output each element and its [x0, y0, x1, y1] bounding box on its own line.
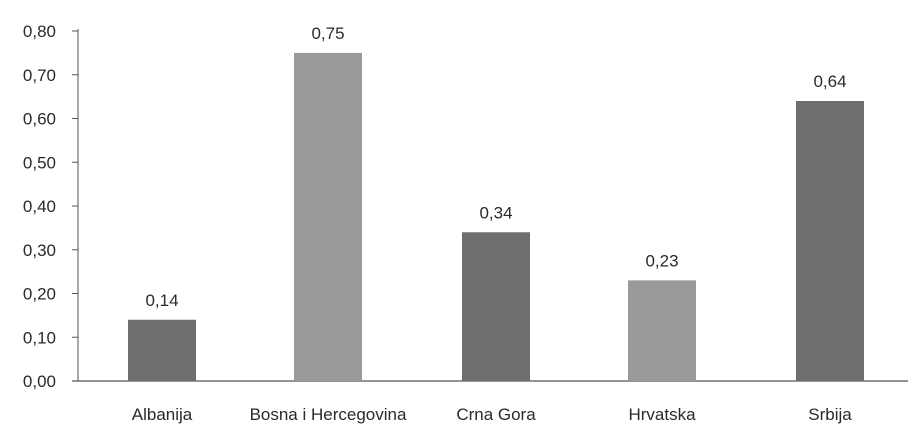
bar-hrvatska	[628, 280, 696, 381]
y-tick-label: 0,30	[23, 241, 56, 260]
y-tick-label: 0,00	[23, 372, 56, 391]
y-tick-label: 0,50	[23, 153, 56, 172]
bar-albanija	[128, 319, 196, 381]
y-axis-ticks: 0,00 0,10 0,20 0,30 0,40 0,50 0,60 0,70 0,80	[23, 22, 78, 391]
y-tick-label: 0,60	[23, 110, 56, 129]
category-label: Bosna i Hercegovina	[250, 405, 407, 424]
data-label: 0,14	[145, 291, 178, 310]
category-label: Albanija	[132, 405, 193, 424]
category-label: Srbija	[808, 405, 852, 424]
bar-crna-gora	[462, 232, 530, 381]
data-labels: 0,14 0,75 0,34 0,23 0,64	[145, 24, 846, 310]
y-tick-label: 0,80	[23, 22, 56, 41]
y-tick-label: 0,20	[23, 285, 56, 304]
bars	[128, 52, 864, 381]
data-label: 0,23	[645, 251, 678, 270]
y-tick-label: 0,70	[23, 66, 56, 85]
category-labels: Albanija Bosna i Hercegovina Crna Gora Hrva…	[132, 405, 853, 424]
category-label: Hrvatska	[628, 405, 696, 424]
y-tick-label: 0,40	[23, 197, 56, 216]
data-label: 0,64	[813, 72, 846, 91]
bar-bosna-i-hercegovina	[294, 52, 362, 381]
y-tick-label: 0,10	[23, 328, 56, 347]
data-label: 0,75	[311, 24, 344, 43]
category-label: Crna Gora	[456, 405, 536, 424]
data-label: 0,34	[479, 203, 512, 222]
bar-srbija	[796, 101, 864, 381]
